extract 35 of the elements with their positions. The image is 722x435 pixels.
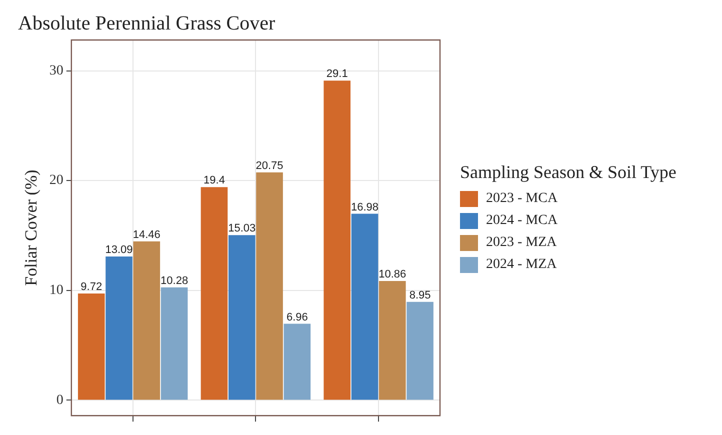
bar (378, 280, 406, 400)
bar (256, 172, 283, 400)
data-label: 9.72 (80, 281, 102, 294)
data-label: 8.95 (409, 289, 431, 302)
y-tick-label: 10 (49, 283, 64, 298)
bar (406, 302, 434, 400)
legend-label: 2024 - MZA (486, 256, 557, 272)
bar (160, 287, 188, 400)
data-label: 19.4 (204, 174, 225, 187)
bar (200, 187, 228, 400)
bar (106, 256, 132, 400)
data-label: 13.09 (105, 244, 133, 256)
bar (284, 324, 311, 400)
bar (133, 241, 160, 400)
data-label: 14.46 (132, 228, 160, 241)
y-tick-label: 0 (56, 392, 64, 408)
legend-label: 2023 - MZA (486, 234, 557, 250)
legend-label: 2024 - MCA (486, 212, 558, 228)
data-label: 15.03 (228, 222, 256, 235)
data-label: 6.96 (286, 311, 308, 324)
bar (78, 293, 105, 400)
data-label: 10.86 (378, 268, 406, 280)
y-axis-title: Foliar Cover (%) (22, 170, 41, 286)
y-tick-label: 30 (49, 63, 64, 78)
data-label: 16.98 (350, 201, 379, 214)
y-tick-label: 20 (49, 173, 64, 188)
legend-title: Sampling Season & Soil Type (460, 160, 678, 184)
bar (351, 214, 378, 400)
data-label: 29.1 (326, 68, 348, 80)
data-label: 20.75 (256, 160, 284, 172)
bar (228, 235, 256, 400)
data-label: 10.28 (160, 274, 188, 287)
bar (324, 80, 351, 400)
chart-title: Absolute Perennial Grass Cover (18, 12, 276, 34)
legend-label: 2023 - MCA (486, 190, 558, 206)
